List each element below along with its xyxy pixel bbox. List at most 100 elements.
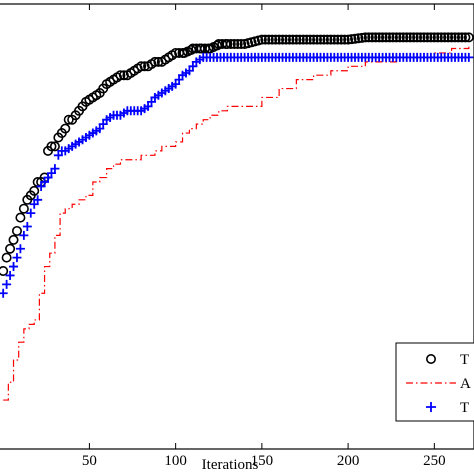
data-point	[370, 32, 381, 43]
series-0	[0, 32, 474, 276]
data-point	[453, 32, 464, 43]
data-point	[360, 32, 371, 43]
legend-items: TAT	[406, 352, 471, 416]
data-point	[5, 243, 16, 254]
data-point	[436, 32, 447, 43]
data-point	[298, 34, 309, 45]
data-point	[263, 34, 274, 45]
data-point	[274, 34, 285, 45]
data-point	[305, 34, 316, 45]
data-point	[374, 32, 385, 43]
data-point	[118, 70, 129, 81]
data-point	[443, 32, 454, 43]
data-point	[349, 33, 360, 44]
data-point	[29, 185, 40, 196]
legend-box	[395, 342, 474, 422]
legend-item: T	[425, 352, 469, 368]
data-point	[294, 34, 305, 45]
data-point	[432, 32, 443, 43]
x-tick-label: 200	[337, 453, 360, 469]
data-point	[450, 32, 461, 43]
series-2	[0, 52, 474, 298]
data-point	[232, 39, 243, 50]
data-point	[267, 34, 278, 45]
data-point	[15, 244, 25, 254]
data-point	[287, 34, 298, 45]
data-point	[256, 34, 267, 45]
data-point	[329, 34, 340, 45]
data-point	[367, 32, 378, 43]
data-point	[22, 222, 32, 231]
x-tick-label: 150	[251, 453, 274, 469]
data-point	[19, 230, 29, 240]
series-1	[3, 44, 470, 401]
data-point	[405, 32, 416, 43]
data-point	[346, 34, 357, 45]
data-point	[343, 34, 354, 45]
data-point	[332, 34, 343, 45]
data-point	[270, 34, 281, 45]
data-point	[0, 288, 8, 298]
data-point	[312, 34, 323, 45]
data-point	[139, 61, 150, 72]
data-point	[46, 141, 57, 152]
data-point	[318, 34, 329, 45]
data-point	[325, 34, 336, 45]
data-point	[377, 32, 388, 43]
data-point	[391, 32, 402, 43]
data-point	[149, 56, 160, 67]
data-point	[49, 141, 60, 152]
data-point	[2, 279, 12, 289]
data-point	[136, 61, 147, 72]
data-point	[60, 123, 71, 134]
data-point	[284, 34, 295, 45]
data-point	[291, 34, 302, 45]
x-axis-label: Iterations	[202, 457, 259, 473]
series-layer	[0, 32, 474, 401]
data-point	[456, 32, 467, 43]
x-tick-label: 50	[82, 453, 97, 469]
data-point	[429, 32, 440, 43]
legend-label: A	[460, 376, 471, 392]
x-ticks: 50 100 150 200 250	[82, 4, 446, 469]
data-point	[401, 32, 412, 43]
data-point	[301, 34, 312, 45]
data-point	[153, 56, 164, 67]
data-point	[50, 164, 60, 174]
data-point	[222, 39, 233, 50]
data-point	[277, 34, 288, 45]
data-point	[398, 32, 409, 43]
legend-marker-plus	[426, 402, 436, 412]
legend-item: T	[426, 400, 469, 416]
data-point	[381, 32, 392, 43]
data-point	[260, 34, 271, 45]
data-point	[15, 212, 26, 223]
data-point	[33, 195, 43, 205]
data-point	[1, 252, 12, 263]
legend-label: T	[460, 352, 469, 368]
data-point	[446, 32, 457, 43]
data-point	[384, 32, 395, 43]
x-tick-label: 100	[164, 453, 187, 469]
legend-item: A	[406, 376, 471, 392]
data-point	[8, 234, 19, 245]
data-point	[18, 203, 29, 214]
data-point	[308, 34, 319, 45]
data-point	[439, 32, 450, 43]
data-point	[315, 34, 326, 45]
data-point	[412, 32, 423, 43]
data-point	[387, 32, 398, 43]
data-point	[425, 32, 436, 43]
data-point	[26, 208, 36, 218]
data-point	[5, 270, 15, 280]
data-point	[115, 70, 126, 81]
data-point	[363, 32, 374, 43]
data-point	[0, 266, 9, 276]
data-point	[63, 114, 74, 125]
data-point	[9, 262, 19, 272]
data-point	[12, 253, 22, 263]
data-point	[225, 39, 236, 50]
data-point	[336, 34, 347, 45]
